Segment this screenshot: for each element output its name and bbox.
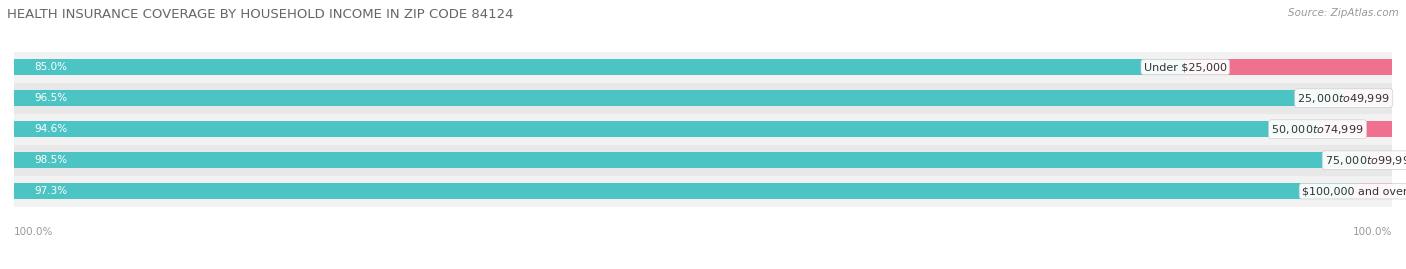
Bar <box>14 176 1392 207</box>
Bar <box>14 145 1392 176</box>
Text: Source: ZipAtlas.com: Source: ZipAtlas.com <box>1288 8 1399 18</box>
Text: 96.5%: 96.5% <box>35 93 67 103</box>
Text: $75,000 to $99,999: $75,000 to $99,999 <box>1324 154 1406 167</box>
Bar <box>1355 183 1392 199</box>
Bar <box>1317 121 1392 137</box>
Text: 97.3%: 97.3% <box>35 186 67 196</box>
Bar <box>14 152 1371 168</box>
Bar <box>14 114 1392 145</box>
Bar <box>14 90 1344 106</box>
Text: $25,000 to $49,999: $25,000 to $49,999 <box>1298 91 1391 105</box>
Text: Under $25,000: Under $25,000 <box>1143 62 1227 72</box>
Bar <box>1185 59 1392 75</box>
Text: 98.5%: 98.5% <box>35 155 67 165</box>
Bar <box>14 83 1392 114</box>
Text: 85.0%: 85.0% <box>35 62 67 72</box>
Text: HEALTH INSURANCE COVERAGE BY HOUSEHOLD INCOME IN ZIP CODE 84124: HEALTH INSURANCE COVERAGE BY HOUSEHOLD I… <box>7 8 513 21</box>
Text: 100.0%: 100.0% <box>1353 227 1392 237</box>
Bar <box>14 52 1392 83</box>
Text: 100.0%: 100.0% <box>14 227 53 237</box>
Text: 94.6%: 94.6% <box>35 124 67 134</box>
Text: $50,000 to $74,999: $50,000 to $74,999 <box>1271 123 1364 136</box>
Text: $100,000 and over: $100,000 and over <box>1302 186 1406 196</box>
Bar <box>1344 90 1393 106</box>
Bar <box>14 59 1185 75</box>
Bar <box>1371 152 1392 168</box>
Bar <box>14 183 1355 199</box>
Bar <box>14 121 1317 137</box>
